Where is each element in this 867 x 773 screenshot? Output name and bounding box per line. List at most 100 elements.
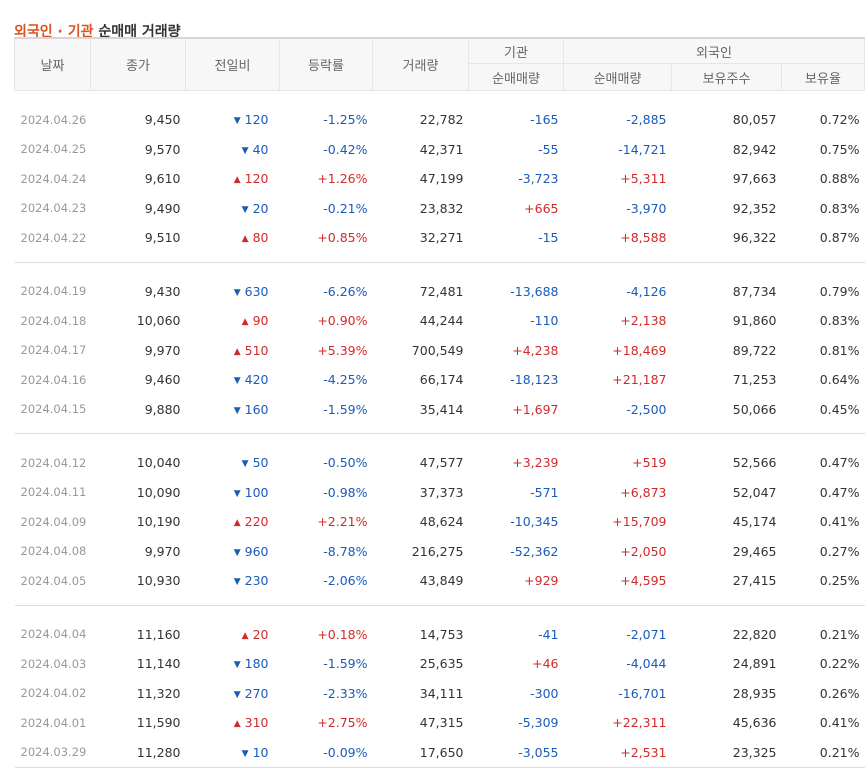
triangle-down-icon: ▼	[233, 405, 241, 416]
inst-net-cell: -3,723	[518, 171, 559, 187]
foreign-net-cell: +2,050	[620, 543, 667, 559]
inst-net-cell: -165	[530, 112, 559, 128]
inst-net-cell: -110	[530, 313, 559, 329]
inst-net-cell: -41	[538, 626, 559, 642]
title-rest: 순매매 거래량	[93, 23, 181, 40]
table-row: 2024.04.19 9,430 ▼ 630 -6.26% 72,481 -13,688 -4…	[15, 277, 865, 307]
volume-cell: 22,782	[419, 112, 464, 128]
table-row: 2024.04.04 11,160 ▲ 20 +0.18% 14,753 -41 -2,071…	[15, 620, 865, 650]
rate-cell: -1.25%	[323, 112, 368, 128]
table-row: 2024.04.18 10,060 ▲ 90 +0.90% 44,244 -110 +2,13…	[15, 306, 865, 336]
foreign-ratio-cell: 0.41%	[819, 514, 860, 530]
group-spacer	[15, 262, 865, 277]
close-cell: 11,160	[136, 626, 181, 642]
table-row: 2024.04.15 9,880 ▼ 160 -1.59% 35,414 +1,697 -2,…	[15, 395, 865, 425]
rate-cell: +2.75%	[317, 715, 368, 731]
foreign-holdings-cell: 91,860	[732, 313, 777, 329]
rate-cell: -2.06%	[323, 573, 368, 589]
foreign-holdings-cell: 28,935	[732, 685, 777, 701]
foreign-ratio-cell: 0.75%	[819, 141, 860, 157]
date-cell: 2024.03.29	[20, 745, 87, 760]
table-row: 2024.04.25 9,570 ▼ 40 -0.42% 42,371 -55 -14,721…	[15, 135, 865, 165]
close-cell: 9,460	[144, 372, 181, 388]
date-cell: 2024.04.18	[20, 313, 87, 328]
triangle-down-icon: ▼	[241, 459, 249, 470]
foreign-holdings-cell: 97,663	[732, 171, 777, 187]
divider-cell	[14, 595, 865, 606]
change-cell: ▼ 420	[186, 365, 280, 395]
close-cell: 11,140	[136, 656, 181, 672]
page-title: 외국인 · 기관 순매매 거래량	[14, 20, 181, 44]
table-row: 2024.04.05 10,930 ▼ 230 -2.06% 43,849 +929 +4,5…	[15, 566, 865, 596]
group-divider	[14, 767, 865, 768]
foreign-ratio-cell: 0.88%	[819, 171, 860, 187]
volume-cell: 25,635	[419, 656, 464, 672]
rate-cell: +5.39%	[317, 342, 368, 358]
foreign-net-cell: +18,469	[612, 342, 667, 358]
change-cell: ▲ 80	[186, 223, 280, 253]
spacer-cell	[15, 434, 865, 449]
volume-cell: 23,832	[419, 200, 464, 216]
triangle-up-icon: ▲	[233, 346, 241, 357]
triangle-down-icon: ▼	[233, 577, 241, 588]
close-cell: 10,930	[136, 573, 181, 589]
table-body: 2024.04.26 9,450 ▼ 120 -1.25% 22,782 -165 -2,88…	[14, 91, 865, 768]
foreign-net-cell: +519	[632, 455, 667, 471]
volume-cell: 14,753	[419, 626, 464, 642]
change-value: 220	[244, 514, 269, 530]
triangle-down-icon: ▼	[233, 116, 241, 127]
change-value: 40	[252, 141, 269, 157]
triangle-up-icon: ▲	[241, 630, 249, 641]
inst-net-cell: -13,688	[510, 283, 559, 299]
date-cell: 2024.04.23	[20, 201, 87, 216]
volume-cell: 17,650	[419, 744, 464, 760]
triangle-up-icon: ▲	[241, 317, 249, 328]
foreign-net-cell: -3,970	[626, 200, 667, 216]
inst-net-cell: -55	[538, 141, 559, 157]
date-cell: 2024.04.25	[20, 142, 87, 157]
change-value: 120	[244, 171, 269, 187]
close-cell: 10,090	[136, 484, 181, 500]
volume-cell: 37,373	[419, 484, 464, 500]
change-value: 310	[244, 715, 269, 731]
foreign-ratio-cell: 0.21%	[819, 744, 860, 760]
inst-net-cell: -3,055	[518, 744, 559, 760]
header-close: 종가	[90, 37, 186, 91]
foreign-holdings-cell: 23,325	[732, 744, 777, 760]
volume-cell: 42,371	[419, 141, 464, 157]
close-cell: 9,610	[144, 171, 181, 187]
table-row: 2024.04.16 9,460 ▼ 420 -4.25% 66,174 -18,123 +2…	[15, 365, 865, 395]
title-accent: 외국인 · 기관	[14, 23, 94, 40]
change-value: 230	[244, 573, 269, 589]
triangle-down-icon: ▼	[233, 689, 241, 700]
table-row: 2024.03.29 11,280 ▼ 10 -0.09% 17,650 -3,055 +2,…	[15, 738, 865, 768]
foreign-holdings-cell: 50,066	[732, 401, 777, 417]
triangle-up-icon: ▲	[233, 175, 241, 186]
triangle-down-icon: ▼	[233, 488, 241, 499]
change-cell: ▲ 310	[186, 708, 280, 738]
inst-net-cell: -571	[530, 484, 559, 500]
rate-cell: -0.21%	[323, 200, 368, 216]
foreign-holdings-cell: 80,057	[732, 112, 777, 128]
volume-cell: 48,624	[419, 514, 464, 530]
change-value: 20	[252, 200, 269, 216]
inst-net-cell: +1,697	[512, 401, 559, 417]
rate-cell: +0.85%	[317, 230, 368, 246]
rate-cell: -0.09%	[323, 744, 368, 760]
change-cell: ▼ 100	[186, 478, 280, 508]
foreign-net-cell: +6,873	[620, 484, 667, 500]
group-divider	[14, 424, 865, 434]
foreign-ratio-cell: 0.47%	[819, 484, 860, 500]
foreign-ratio-cell: 0.26%	[819, 685, 860, 701]
inst-net-cell: +3,239	[512, 455, 559, 471]
rate-cell: -6.26%	[323, 283, 368, 299]
date-cell: 2024.04.11	[20, 485, 87, 500]
date-cell: 2024.04.04	[20, 627, 87, 642]
volume-cell: 34,111	[419, 685, 464, 701]
foreign-holdings-cell: 45,636	[732, 715, 777, 731]
foreign-holdings-cell: 24,891	[732, 656, 777, 672]
table-row: 2024.04.17 9,970 ▲ 510 +5.39% 700,549 +4,238 +1…	[15, 336, 865, 366]
change-cell: ▼ 10	[186, 738, 280, 768]
date-cell: 2024.04.12	[20, 455, 87, 470]
triangle-up-icon: ▲	[233, 719, 241, 730]
